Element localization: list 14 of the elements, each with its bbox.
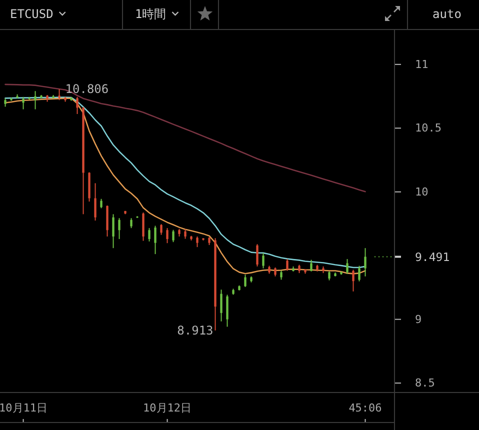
- y-tick-label: 9: [415, 312, 422, 326]
- chart-title: ETCUSD: [10, 7, 54, 21]
- x-tick-label: 45:06: [348, 402, 382, 414]
- annotation: 10.806: [65, 82, 109, 96]
- chart-subtitle: 1時間: [135, 7, 166, 21]
- y-tick-label: 10: [415, 185, 428, 198]
- y-tick-label: 11: [415, 58, 428, 71]
- annotation: 9.491: [374, 250, 450, 264]
- y-tick-label: 8.5: [415, 376, 435, 390]
- toolbar: ETCUSD 1時間 auto: [10, 0, 462, 30]
- x-tick-label: 10月12日: [143, 402, 192, 414]
- annotation: 8.913: [177, 323, 214, 338]
- x-tick-label: 10月11日: [0, 402, 48, 414]
- y-tick-label: 10.5: [415, 122, 442, 135]
